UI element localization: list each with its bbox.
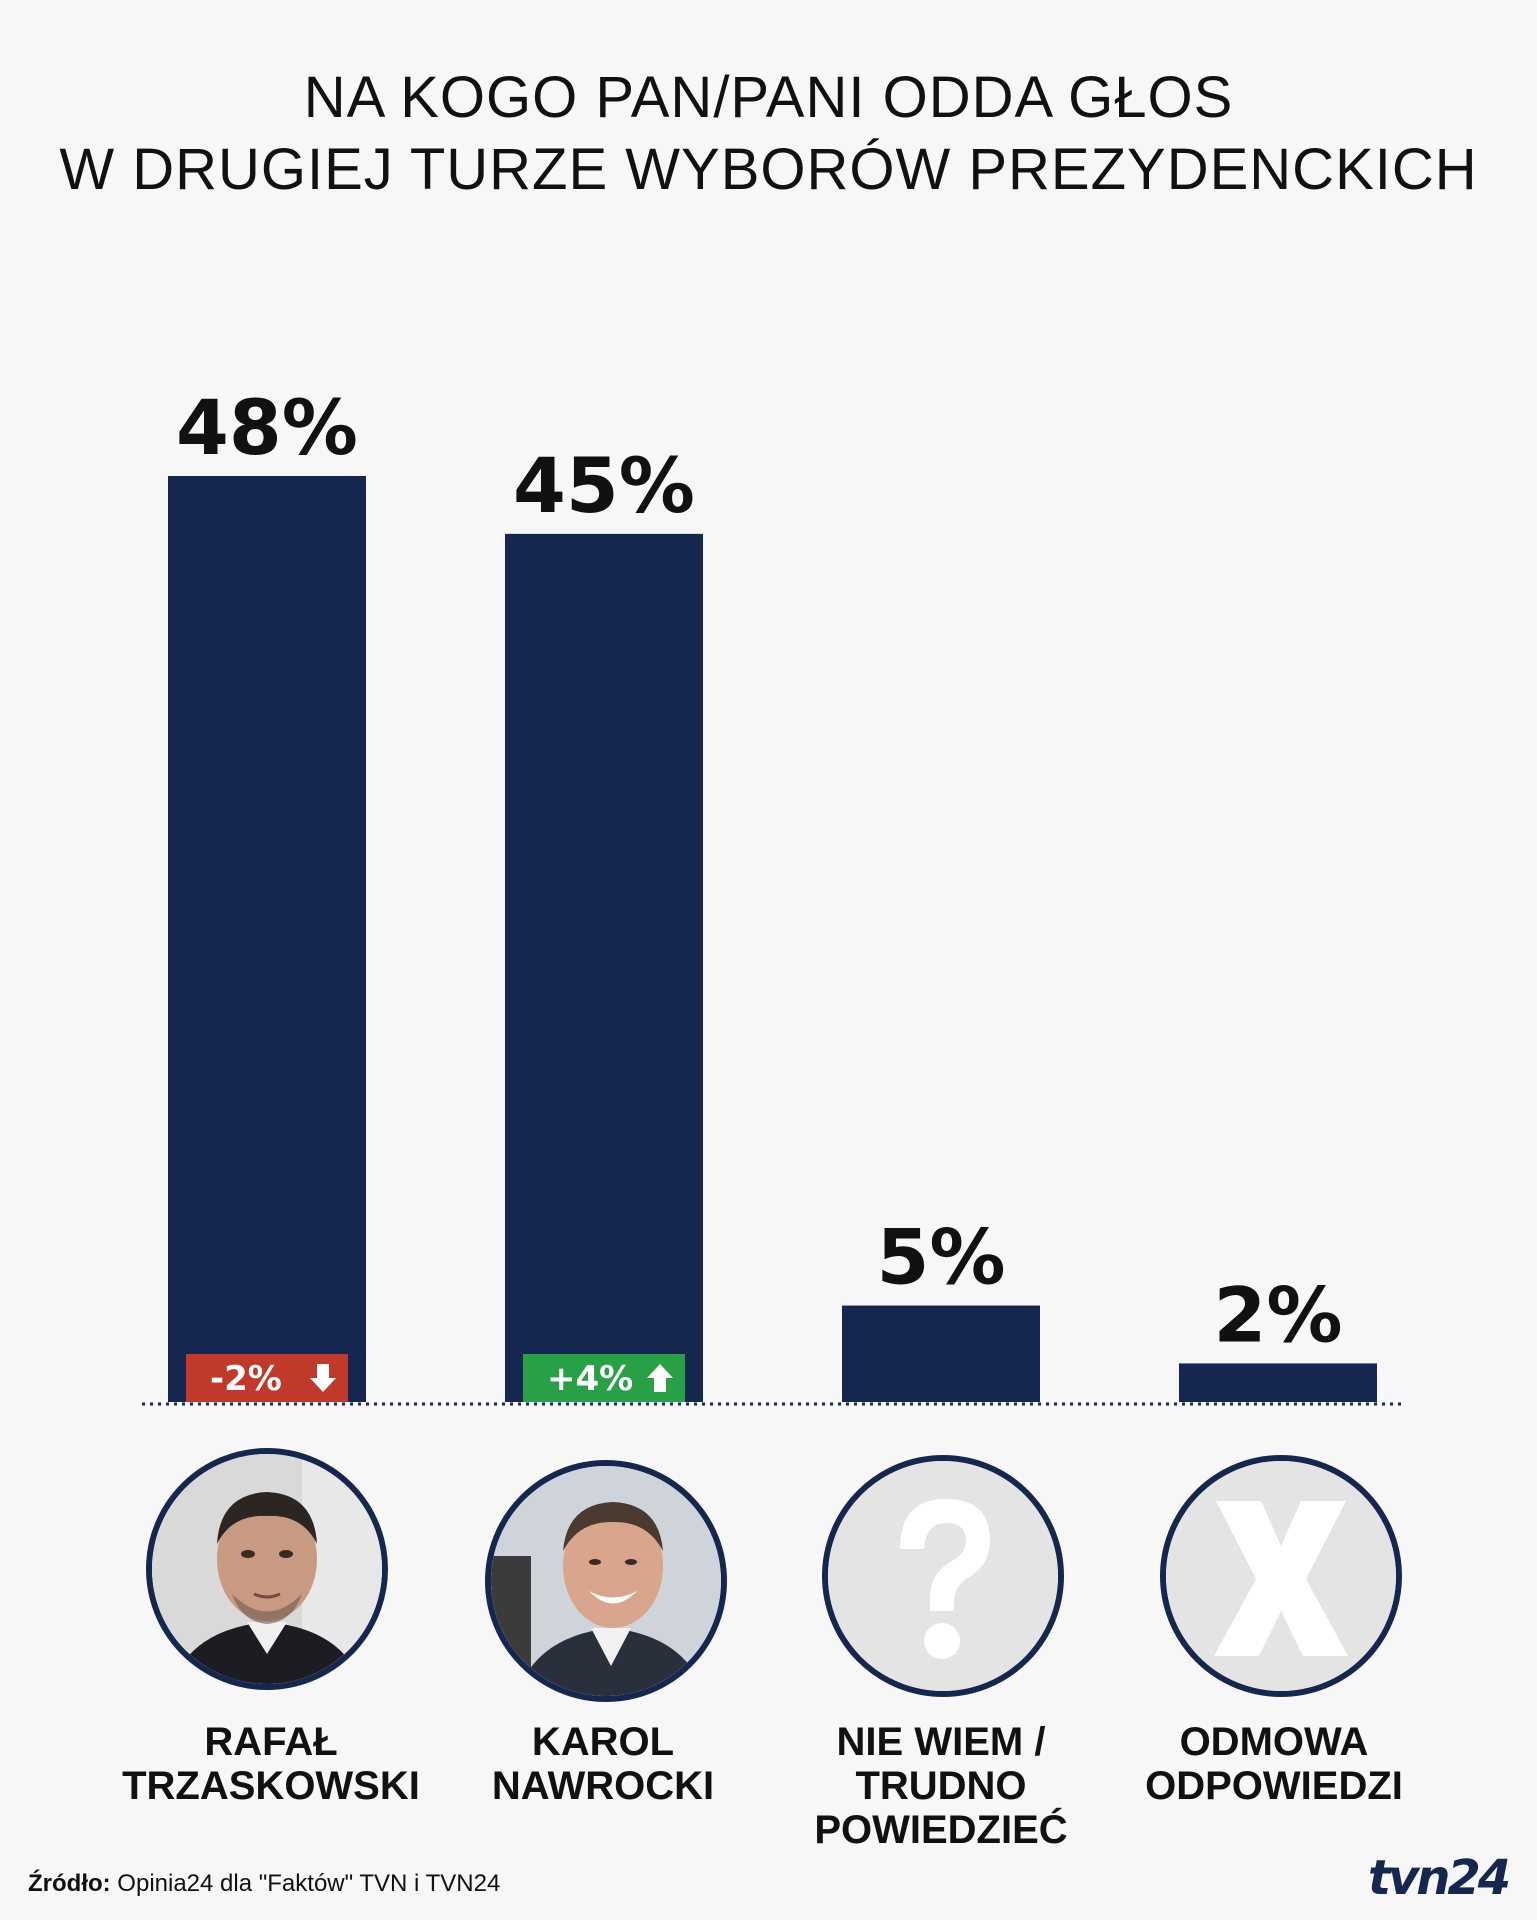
category-label-dont-know: NIE WIEM / TRUDNO POWIEDZIEĆ [771,1720,1111,1852]
bar-nawrocki [505,533,703,1402]
bar-trzaskowski [168,476,366,1402]
category-label-line: NIE WIEM / [836,1720,1046,1764]
category-label-line: TRZASKOWSKI [122,1764,420,1808]
person-photo-icon [152,1454,382,1684]
bar-dont-know [842,1305,1040,1402]
category-label-trzaskowski: RAFAŁ TRZASKOWSKI [101,1720,441,1808]
value-label-refusal: 2% [1213,1270,1342,1359]
avatar-trzaskowski [146,1448,388,1690]
question-mark-icon [828,1461,1058,1691]
chart-title: NA KOGO PAN/PANI ODDA GŁOS W DRUGIEJ TUR… [0,62,1537,206]
value-label-trzaskowski: 48% [176,383,358,472]
avatar-nawrocki [485,1460,727,1702]
x-mark-icon [1166,1461,1396,1691]
source-note: Źródło: Opinia24 dla "Faktów" TVN i TVN2… [28,1870,500,1898]
category-label-line: ODPOWIEDZI [1145,1764,1403,1808]
value-label-dont-know: 5% [876,1213,1005,1302]
bar-refusal [1179,1363,1377,1402]
category-label-line: NAWROCKI [491,1764,715,1808]
category-label-line: TRUDNO [855,1764,1027,1808]
chart-title-line-2: W DRUGIEJ TURZE WYBORÓW PREZYDENCKICH [59,137,1478,202]
avatar-refusal [1160,1455,1402,1697]
category-label-refusal: ODMOWA ODPOWIEDZI [1104,1720,1444,1808]
category-label-line: ODMOWA [1179,1720,1369,1764]
source-prefix: Źródło: [28,1870,111,1897]
category-label-line: POWIEDZIEĆ [814,1808,1068,1852]
chart-title-line-1: NA KOGO PAN/PANI ODDA GŁOS [303,65,1234,130]
avatar-dont-know [822,1455,1064,1697]
category-label-line: RAFAŁ [204,1720,338,1764]
bar-chart: 48% 45% 5% 2% -2% +4% [142,383,1404,1406]
change-label-nawrocki: +4% [547,1359,633,1399]
arrow-down-icon [310,1364,336,1392]
arrow-up-icon [647,1364,673,1392]
source-text: Opinia24 dla "Faktów" TVN i TVN24 [110,1870,501,1897]
change-label-trzaskowski: -2% [210,1359,282,1399]
tvn24-logo: tvn24 [1368,1850,1511,1906]
person-photo-icon [491,1466,721,1696]
category-label-nawrocki: KAROL NAWROCKI [433,1720,773,1808]
value-label-nawrocki: 45% [513,441,695,530]
category-label-line: KAROL [531,1720,675,1764]
